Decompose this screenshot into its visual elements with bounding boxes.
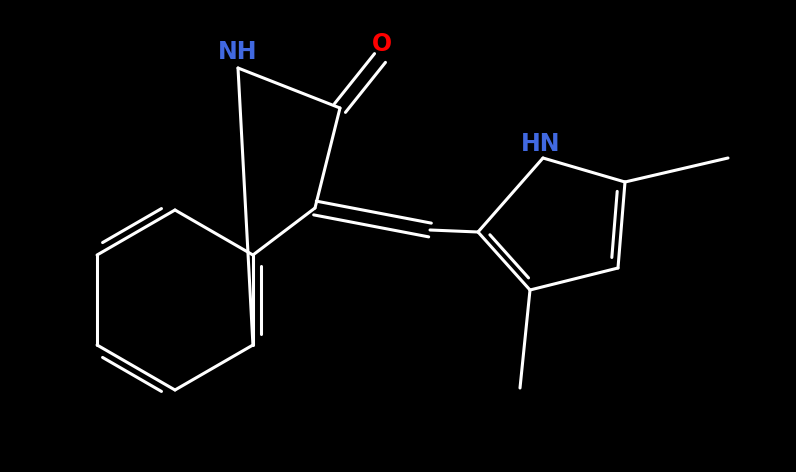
Text: O: O — [372, 32, 392, 56]
Text: HN: HN — [521, 132, 560, 156]
Text: NH: NH — [218, 40, 258, 64]
